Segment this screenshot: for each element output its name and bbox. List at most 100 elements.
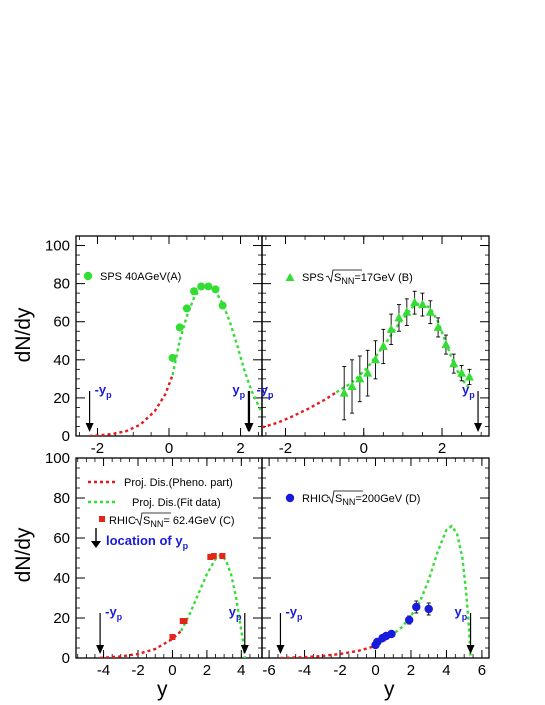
beam-rapidity-arrows: -yp yp [85,382,253,432]
panel-frame [261,235,490,437]
legend: SPS SNN=17GeV (B) [285,269,413,286]
data-point [410,297,420,307]
arrow-label-subscript: p [268,390,274,400]
x-tick-label: 2 [407,662,415,679]
legend-fit-label: Proj. Dis.(Fit data) [132,497,221,509]
data-point [404,615,414,625]
y-tick-label: 80 [53,490,70,507]
data-point [412,602,421,612]
data-point [175,323,184,332]
legend-arrow-head [91,541,101,548]
data-point [169,634,176,640]
y-tick-label: 20 [53,390,70,407]
data-point [210,553,217,559]
data-point [211,285,220,294]
y-tick-label: 0 [62,650,70,667]
x-tick-label: 2 [203,662,211,679]
pheno-curve [262,391,338,429]
legend-marker [285,273,295,281]
legend-sqrt-subscript: NN [342,497,355,507]
legend-marker [99,516,105,522]
x-tick-label: 0 [168,662,176,679]
legend-marker [83,271,93,281]
arrow-label-subscript: p [462,612,468,622]
legend-rhic-label: RHIC [302,493,329,505]
legend-sqrt-subscript: NN [150,519,163,529]
data-point [417,299,427,309]
legend-sqrt-label: SNN= 62.4GeV (C) [143,515,235,529]
arrow-label-minus-yp: -yp [95,382,113,400]
legend-sqrt-label: SNN=17GeV (B) [334,272,413,286]
arrow-head [85,423,94,432]
y-axis-title-top: dN/dy [12,307,35,362]
x-tick-label: 2 [438,440,446,457]
sqrt-sign [134,512,171,527]
plot-area [262,290,474,429]
arrow-label-subscript: p [106,390,112,400]
data-point [433,322,443,331]
arrow-label-subscript: p [117,612,123,622]
arrow-label-subscript: p [240,390,246,400]
y-tick-label: 100 [45,238,70,255]
x-tick-label: 4 [442,662,450,679]
x-tick-label: -2 [279,440,292,457]
arrow-head [474,423,483,432]
data-point [371,354,380,364]
legend: Proj. Dis.(Pheno. part) Proj. Dis.(Fit da… [88,477,235,551]
x-tick-label: 0 [360,440,368,457]
data-point [347,381,357,390]
x-tick-label: 4 [237,662,245,679]
x-tick-label: -4 [97,662,110,679]
data-point [168,353,177,362]
legend-label-sps: SPS [302,272,324,284]
data-point [464,371,474,381]
y-axis-title-bottom: dN/dy [12,527,35,582]
data-point [386,324,396,333]
data-point [394,312,404,322]
data-point [363,368,373,377]
beam-rapidity-arrows: -yp yp [245,382,483,432]
x-tick-label: -2 [131,662,144,679]
legend-marker [285,493,295,503]
arrow-label-minus-yp: -yp [285,604,303,622]
arrow-label-yp: yp [455,604,468,622]
pheno-curve [100,630,182,658]
sqrt-sign [326,490,363,505]
y-tick-label: 20 [53,610,70,627]
data-point [181,618,188,624]
arrow-label-yp: yp [462,382,475,400]
arrow-label-subscript: p [297,612,303,622]
legend-rhic-label: RHIC [109,515,136,527]
panel-frame [261,457,490,659]
fit-curve [171,284,262,414]
y-tick-label: 60 [53,314,70,331]
legend-sqrt-rest: =200GeV (D) [355,493,420,505]
data-point [457,368,467,377]
arrow-head [276,645,285,654]
y-tick-label: 100 [45,450,70,467]
legend-sqrt-label: SNN=200GeV (D) [335,493,420,507]
legend-location-label: location of yp [106,533,189,551]
data-point [378,341,388,350]
fit-curve [374,524,472,658]
y-tick-label: 80 [53,276,70,293]
data-point [218,301,227,310]
beam-rapidity-arrows: -yp yp [96,604,249,654]
x-tick-label: -6 [262,662,275,679]
y-tick-label: 0 [62,428,70,445]
arrow-label-yp: yp [232,382,245,400]
legend-pheno-label: Proj. Dis.(Pheno. part) [124,477,233,489]
arrow-head [466,645,475,654]
data-point [182,304,191,313]
data-point [402,307,412,316]
x-tick-label: 0 [371,662,379,679]
arrow-head [96,645,105,654]
arrow-head [240,645,249,654]
data-point [219,553,226,559]
plot-area [100,553,246,658]
y-tick-label: 40 [53,570,70,587]
